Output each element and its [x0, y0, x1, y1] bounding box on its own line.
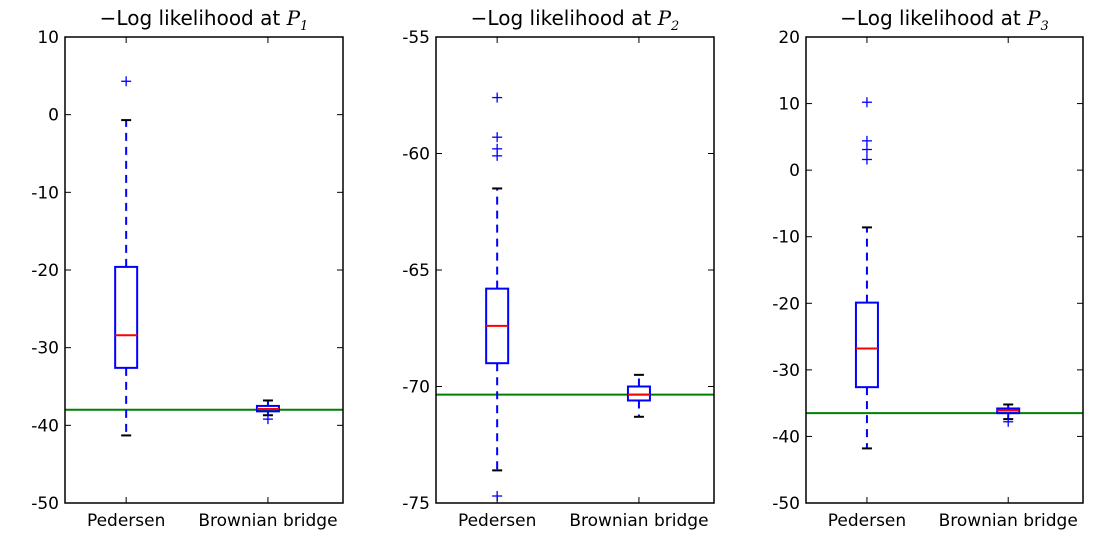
x-tick-label: Brownian bridge [939, 511, 1078, 531]
box-brownian-bridge [626, 373, 651, 418]
outlier-marker [121, 76, 132, 87]
chart-panel-3: 20 10 0 -10 -20 -30 -40 -50 Pedersen Brownian bri… [772, 6, 1084, 531]
y-tick-label: -20 [772, 294, 800, 314]
outlier-marker [861, 135, 872, 146]
outlier-marker [492, 92, 503, 103]
y-tick-label: 10 [778, 95, 800, 115]
y-tick-label: 10 [37, 28, 59, 48]
y-tick-label: -60 [402, 145, 430, 165]
chart-title: −Log likelihood at P2 [471, 6, 680, 34]
axes-frame [64, 36, 344, 504]
x-tick-label: Pedersen [828, 511, 906, 531]
box-brownian-bridge [255, 399, 280, 425]
x-tick-label: Pedersen [458, 511, 536, 531]
y-tick-label: -55 [402, 28, 430, 48]
outlier-marker [861, 154, 872, 165]
x-tick-label: Pedersen [87, 511, 165, 531]
y-tick-label: -65 [402, 261, 430, 281]
chart-panel-2: -55 -60 -65 -70 -75 Pedersen Brownian bridge −L… [402, 6, 715, 531]
box-pedersen [114, 76, 139, 437]
y-tick-label: -40 [31, 416, 59, 436]
iqr-box [114, 265, 139, 369]
x-tick-label: Brownian bridge [198, 511, 337, 531]
y-tick-label: -30 [31, 339, 59, 359]
y-tick-label: -75 [402, 494, 430, 514]
y-tick-label: -40 [772, 427, 800, 447]
box-brownian-bridge [996, 403, 1021, 427]
iqr-box [854, 301, 879, 389]
outlier-marker [492, 132, 503, 143]
outlier-marker [262, 414, 273, 425]
x-tick-label: Brownian bridge [569, 511, 708, 531]
y-tick-label: 20 [778, 28, 800, 48]
y-tick-label: -50 [772, 494, 800, 514]
y-tick-label: -70 [402, 378, 430, 398]
y-tick-label: -10 [772, 228, 800, 248]
axes-frame [805, 36, 1084, 504]
iqr-box [626, 385, 651, 402]
y-tick-label: 0 [789, 161, 800, 181]
y-tick-label: 0 [48, 106, 59, 126]
axes-frame [435, 36, 715, 504]
chart-title: −Log likelihood at P3 [840, 6, 1049, 34]
outlier-marker [1003, 416, 1014, 427]
box-pedersen [485, 92, 510, 502]
outlier-marker [861, 144, 872, 155]
y-tick-label: -10 [31, 183, 59, 203]
y-tick-label: -50 [31, 494, 59, 514]
outlier-marker [492, 150, 503, 161]
y-tick-label: -20 [31, 261, 59, 281]
box-pedersen [854, 97, 879, 450]
y-tick-label: -30 [772, 361, 800, 381]
chart-panel-1: 10 0 -10 -20 -30 -40 -50 Pedersen Brownian bridg… [31, 6, 344, 531]
chart-title: −Log likelihood at P1 [100, 6, 309, 34]
outlier-marker [861, 97, 872, 108]
